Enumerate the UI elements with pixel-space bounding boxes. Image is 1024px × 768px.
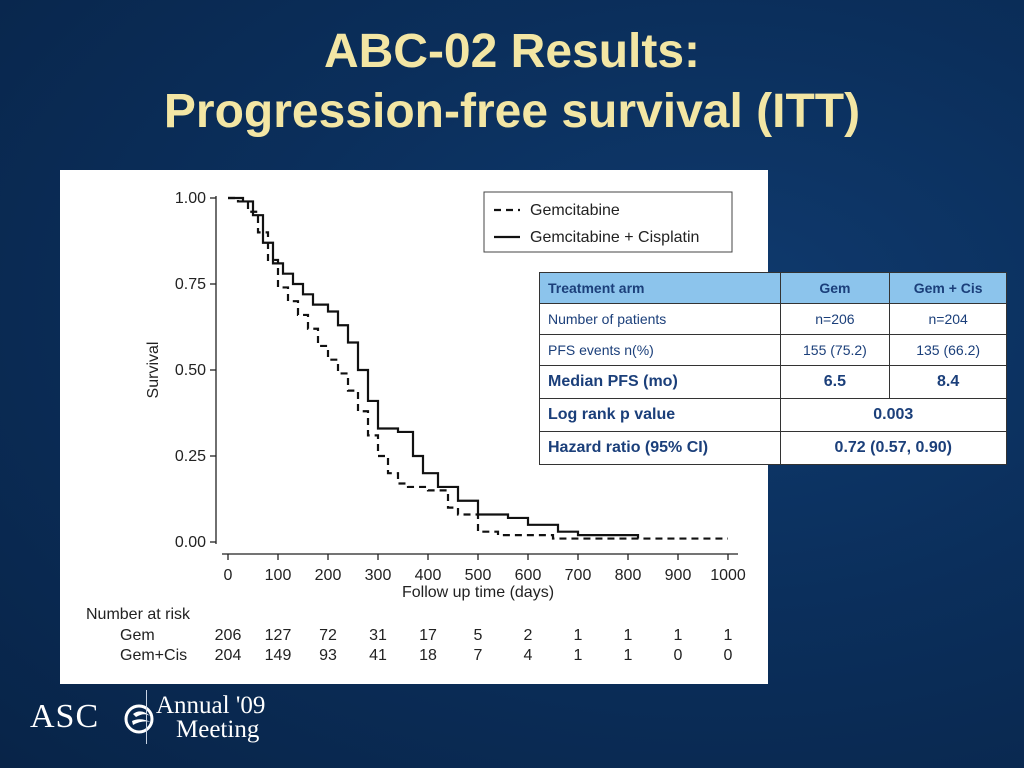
meeting-line-1: Annual '09 — [156, 692, 266, 719]
y-tick-label: 0.50 — [175, 362, 206, 379]
header-treatment-arm: Treatment arm — [539, 272, 781, 304]
x-tick-label: 800 — [615, 567, 642, 584]
risk-value: 31 — [369, 627, 387, 644]
row-gemcis-value: 8.4 — [889, 365, 1007, 399]
risk-value: 2 — [524, 627, 533, 644]
results-table: Treatment arm Gem Gem + Cis Number of pa… — [539, 272, 1008, 465]
x-tick-label: 200 — [315, 567, 342, 584]
y-tick-label: 0.00 — [175, 534, 206, 551]
y-tick-label: 0.75 — [175, 276, 206, 293]
risk-value: 18 — [419, 647, 437, 664]
x-tick-label: 300 — [365, 567, 392, 584]
hazard-ratio-label: Hazard ratio (95% CI) — [539, 431, 781, 465]
row-gemcis-value: n=204 — [889, 303, 1007, 335]
table-row: Median PFS (mo) 6.5 8.4 — [539, 365, 1007, 399]
survival-chart: 0.000.250.500.751.000 100 200 300 400 500 600 7… — [86, 190, 746, 664]
risk-value: 1 — [574, 647, 583, 664]
risk-table-title: Number at risk — [86, 606, 191, 623]
risk-value: 93 — [319, 647, 337, 664]
row-label: PFS events n(%) — [539, 334, 781, 366]
hazard-ratio-value: 0.72 (0.57, 0.90) — [779, 431, 1008, 465]
title-line-2: Progression-free survival (ITT) — [163, 85, 861, 138]
asco-globe-icon — [124, 704, 154, 734]
risk-value: 41 — [369, 647, 387, 664]
row-gem-value: n=206 — [779, 303, 891, 335]
meeting-line-2: Meeting — [176, 716, 260, 743]
slide-title: ABC-02 Results: Progression-free surviva… — [0, 22, 1024, 142]
gem-cis-curve — [228, 196, 640, 539]
row-label: Median PFS (mo) — [539, 365, 781, 399]
asco-logo-text: ASC — [30, 698, 100, 735]
asco-annual-meeting-logo: ASC Annual '09 Meeting — [30, 688, 290, 748]
table-row: Number of patients n=206 n=204 — [539, 303, 1007, 335]
risk-value: 149 — [265, 647, 292, 664]
y-tick-label: 0.25 — [175, 448, 206, 465]
x-tick-label: 600 — [515, 567, 542, 584]
risk-value: 0 — [674, 647, 683, 664]
risk-value: 206 — [215, 627, 242, 644]
logrank-value: 0.003 — [779, 398, 1008, 432]
legend-label: Gemcitabine + Cisplatin — [530, 229, 699, 246]
risk-value: 127 — [265, 627, 292, 644]
logo-divider — [146, 690, 147, 744]
y-axis-title: Survival — [145, 342, 162, 399]
row-gemcis-value: 135 (66.2) — [889, 334, 1007, 366]
risk-value: 1 — [674, 627, 683, 644]
x-tick-label: 1000 — [710, 567, 746, 584]
risk-value: 1 — [724, 627, 733, 644]
table-row: PFS events n(%) 155 (75.2) 135 (66.2) — [539, 334, 1007, 366]
row-label: Number of patients — [539, 303, 781, 335]
risk-value: 72 — [319, 627, 337, 644]
row-gem-value: 155 (75.2) — [779, 334, 891, 366]
legend-label: Gemcitabine — [530, 202, 620, 219]
y-tick-label: 1.00 — [175, 190, 206, 207]
risk-value: 1 — [624, 627, 633, 644]
risk-value: 0 — [724, 647, 733, 664]
x-tick-label: 0 — [224, 567, 233, 584]
risk-value: 5 — [474, 627, 483, 644]
risk-value: 1 — [574, 627, 583, 644]
header-gem-cis: Gem + Cis — [889, 272, 1007, 304]
table-row-hazard-ratio: Hazard ratio (95% CI) 0.72 (0.57, 0.90) — [539, 431, 1008, 465]
x-tick-label: 900 — [665, 567, 692, 584]
logrank-label: Log rank p value — [539, 398, 781, 432]
gemcitabine-curve — [228, 196, 728, 540]
table-row-logrank: Log rank p value 0.003 — [539, 398, 1008, 432]
risk-row-label: Gem+Cis — [120, 647, 187, 664]
x-axis-title: Follow up time (days) — [402, 584, 554, 601]
risk-value: 7 — [474, 647, 483, 664]
x-tick-label: 500 — [465, 567, 492, 584]
risk-value: 17 — [419, 627, 437, 644]
risk-value: 4 — [524, 647, 533, 664]
legend-box — [483, 191, 733, 253]
x-tick-label: 400 — [415, 567, 442, 584]
x-tick-label: 100 — [265, 567, 292, 584]
risk-value: 1 — [624, 647, 633, 664]
risk-row-label: Gem — [120, 627, 155, 644]
row-gem-value: 6.5 — [779, 365, 891, 399]
risk-value: 204 — [215, 647, 242, 664]
x-tick-label: 700 — [565, 567, 592, 584]
title-line-1: ABC-02 Results: — [323, 25, 701, 78]
table-header-row: Treatment arm Gem Gem + Cis — [539, 272, 1007, 304]
header-gem: Gem — [779, 272, 891, 304]
